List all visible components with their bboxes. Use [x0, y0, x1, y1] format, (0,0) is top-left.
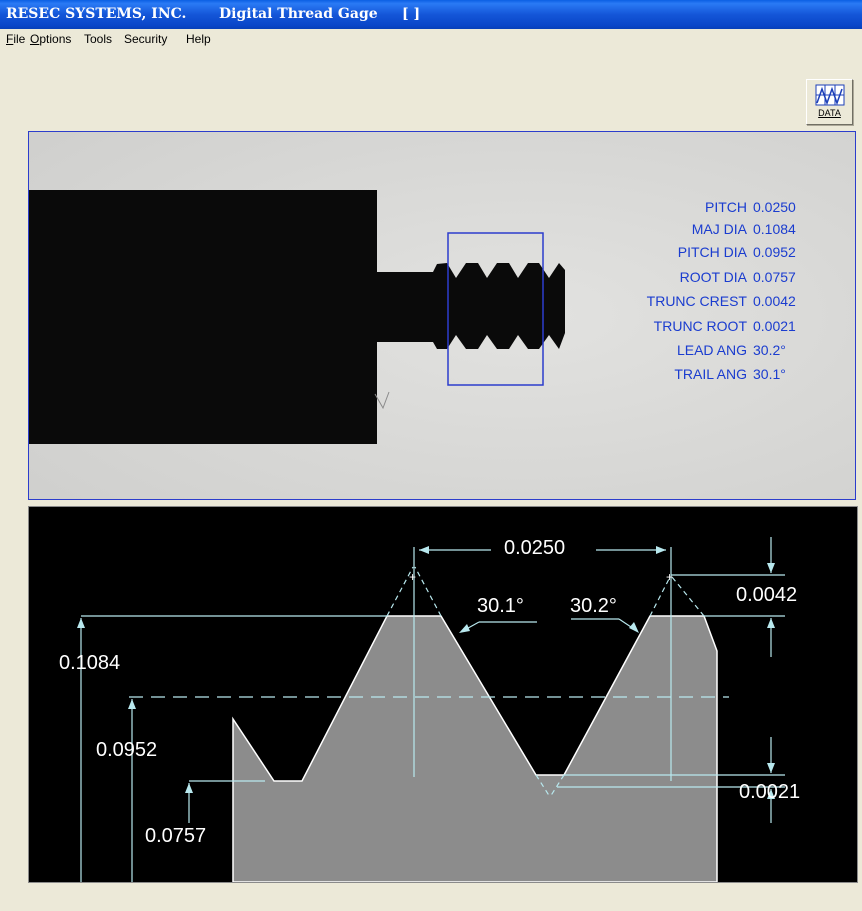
menu-options[interactable]: Options: [30, 32, 71, 46]
thread-profile-panel: + + 0.0250 0.1084 0.0952 0.0757 30.1° 30…: [28, 506, 858, 883]
meas-label-trail-angle: TRAIL ANG: [674, 366, 747, 382]
dim-pitch-dia: 0.0952: [96, 739, 158, 761]
dim-lead-angle: 30.2°: [570, 595, 617, 617]
meas-label-trunc-root: TRUNC ROOT: [653, 318, 747, 334]
dim-trunc-root: 0.0021: [739, 781, 801, 803]
meas-value-major-dia: 0.1084: [753, 221, 796, 237]
menu-file-mnemonic: F: [6, 32, 14, 46]
window-app-name: Digital Thread Gage: [219, 6, 378, 22]
menu-options-mnemonic: O: [30, 32, 40, 46]
meas-value-trunc-crest: 0.0042: [753, 293, 796, 309]
meas-label-root-dia: ROOT DIA: [679, 269, 747, 285]
window-company: RESEC SYSTEMS, INC.: [6, 6, 187, 22]
dim-major-dia: 0.1084: [59, 652, 121, 674]
menu-file[interactable]: File: [6, 32, 25, 46]
meas-label-pitch-dia: PITCH DIA: [677, 244, 747, 260]
menu-security[interactable]: Security: [124, 32, 168, 46]
dim-pitch: 0.0250: [504, 537, 566, 559]
camera-image-panel: PITCH 0.0250 MAJ DIA 0.1084 PITCH DIA 0.…: [28, 131, 856, 500]
dim-trail-angle: 30.1°: [477, 595, 524, 617]
meas-value-pitch-dia: 0.0952: [753, 244, 796, 260]
thread-profile-drawing: + +: [77, 537, 785, 882]
svg-text:+: +: [409, 570, 416, 584]
thread-profile-shape: [232, 615, 718, 882]
meas-value-trail-angle: 30.1°: [753, 366, 786, 382]
dim-trunc-crest: 0.0042: [736, 584, 798, 606]
meas-value-trunc-root: 0.0021: [753, 318, 796, 334]
meas-label-lead-angle: LEAD ANG: [676, 342, 747, 358]
svg-text:+: +: [666, 570, 673, 584]
meas-label-major-dia: MAJ DIA: [691, 221, 747, 237]
meas-value-pitch: 0.0250: [753, 199, 796, 215]
chart-icon: [815, 84, 845, 106]
data-button[interactable]: DATA: [806, 79, 853, 125]
menu-bar: File Options Tools Security Help: [0, 29, 862, 49]
meas-label-trunc-crest: TRUNC CREST: [646, 293, 747, 309]
window-brackets: [ ]: [402, 6, 421, 22]
thread-silhouette-image: [29, 132, 855, 499]
title-bar: RESEC SYSTEMS, INC. Digital Thread Gage …: [0, 0, 862, 29]
menu-file-label: ile: [13, 32, 26, 46]
meas-value-root-dia: 0.0757: [753, 269, 796, 285]
meas-label-pitch: PITCH: [705, 199, 747, 215]
data-button-label: DATA: [818, 108, 841, 118]
menu-tools[interactable]: Tools: [84, 32, 113, 46]
menu-help[interactable]: Help: [186, 32, 211, 46]
dim-root-dia: 0.0757: [145, 825, 207, 847]
meas-value-lead-angle: 30.2°: [753, 342, 786, 358]
menu-options-label: ptions: [39, 32, 72, 46]
